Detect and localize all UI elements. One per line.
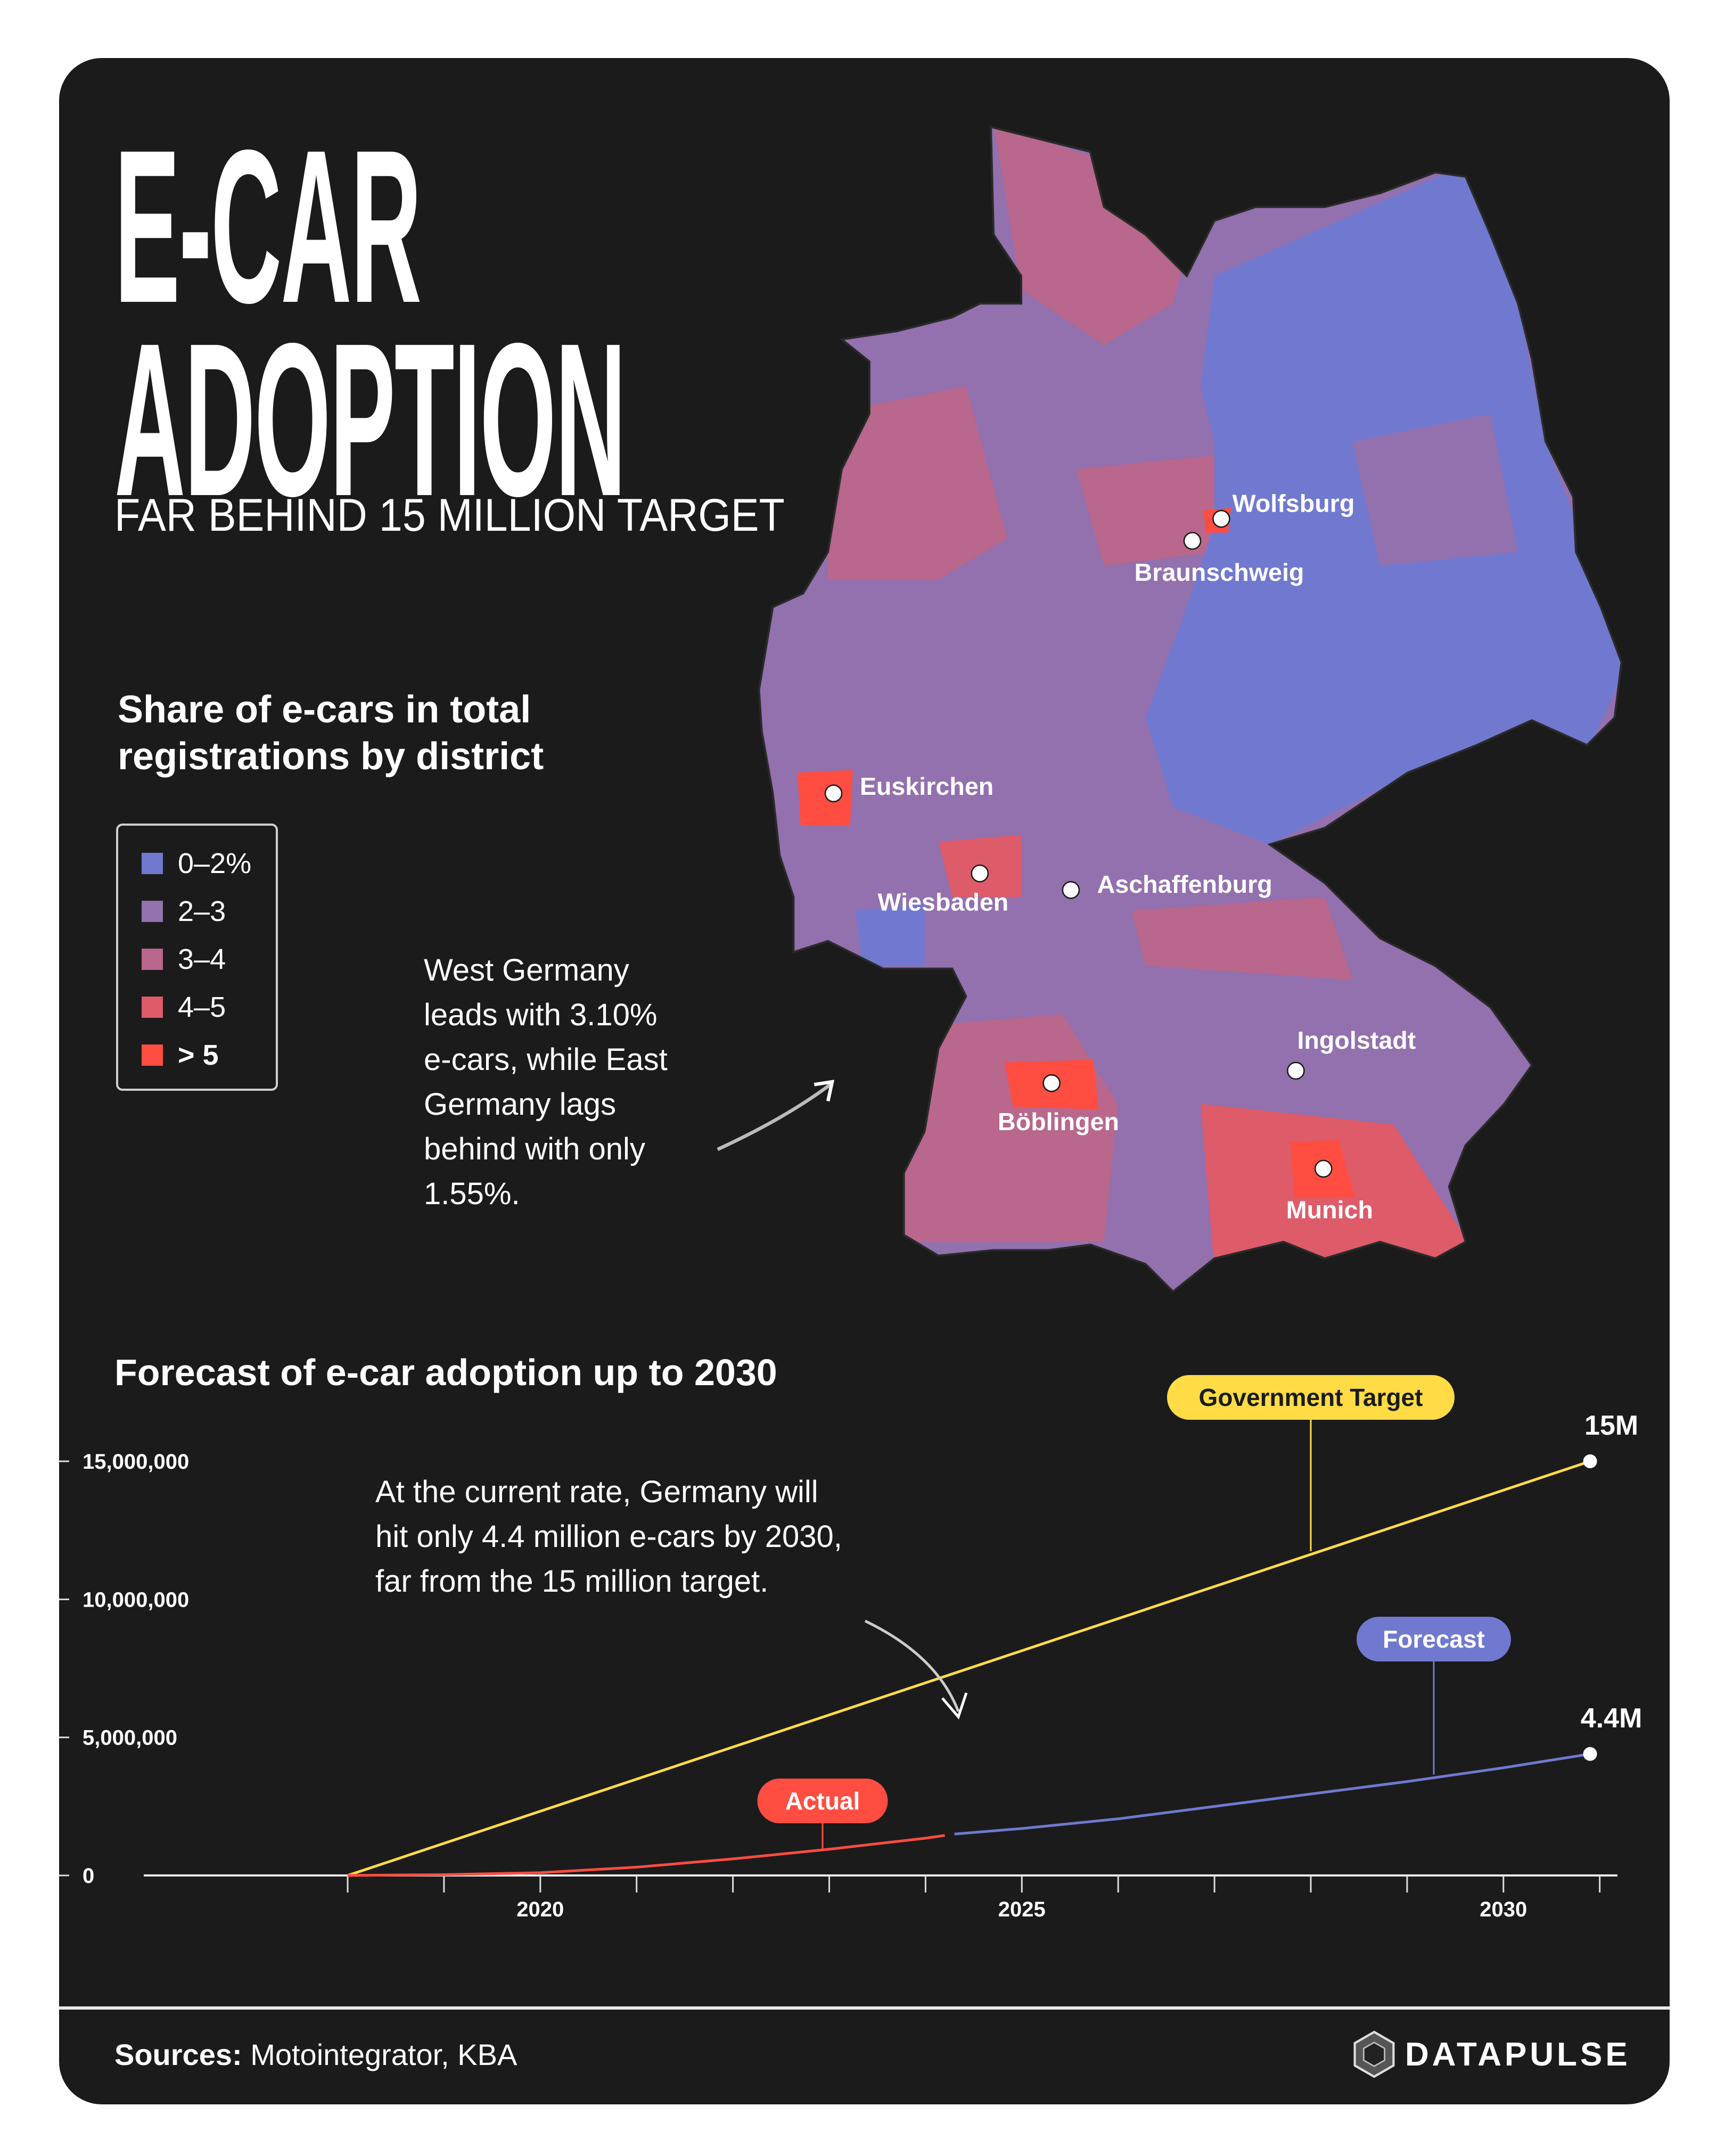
brand-name: DATAPULSE — [1405, 2036, 1631, 2073]
region-over-5-euskirchen — [798, 770, 853, 826]
city-label-ingolstadt: Ingolstadt — [1297, 1026, 1416, 1054]
chart-title: Forecast of e-car adoption up to 2030 — [114, 1352, 777, 1393]
city-dot-munich — [1314, 1159, 1333, 1178]
legend-item: 2–3 — [142, 895, 226, 928]
city-label-braunschweig: Braunschweig — [1135, 558, 1304, 586]
germany-map: Wolfsburg Braunschweig Euskirchen Wiesba… — [717, 126, 1623, 1293]
datapulse-hex-icon — [1353, 2030, 1395, 2078]
region-3-4-northwest — [828, 386, 1008, 580]
arrow-head-icon — [814, 1080, 835, 1102]
government-target-label: Government Target — [1199, 1384, 1423, 1411]
series-line-forecast — [954, 1752, 1591, 1836]
forecast-pill — [1357, 1617, 1511, 1661]
arrow-head-icon — [941, 1692, 968, 1719]
city-dot-wiesbaden — [971, 864, 989, 883]
annotation-arrow — [717, 1082, 833, 1151]
legend-label: 0–2% — [178, 847, 252, 879]
end-label-4-4m: 4.4M — [1581, 1703, 1642, 1734]
x-tick-label: 2025 — [998, 1898, 1046, 1921]
government-target-pill — [1167, 1375, 1455, 1420]
title-line-2: ADOPTION — [114, 298, 626, 541]
city-dot-aschaffenburg — [1062, 880, 1080, 899]
legend-swatch — [142, 997, 163, 1018]
legend-label: 3–4 — [178, 943, 226, 975]
map-title: Share of e-cars in total registrations b… — [118, 686, 544, 780]
note-line: behind with only — [424, 1132, 645, 1166]
brand-logo: DATAPULSE — [1352, 2030, 1631, 2078]
subtitle: FAR BEHIND 15 MILLION TARGET — [114, 490, 785, 541]
region-0-2-west — [856, 903, 925, 966]
forecast-chart: 2020 2025 2030 0 5,000,000 10,000,000 15,000,0… — [59, 1375, 1642, 1921]
legend-swatch — [142, 949, 163, 970]
region-3-4-lower-saxony — [1076, 455, 1214, 566]
footer-divider — [59, 2006, 1670, 2010]
end-point-4-4m — [1583, 1747, 1597, 1761]
city-label-euskirchen: Euskirchen — [860, 772, 993, 800]
legend-swatch — [142, 901, 163, 922]
chart-annotation: At the current rate, Germany will hit on… — [375, 1470, 842, 1604]
annotation-line: At the current rate, Germany will — [375, 1475, 818, 1509]
legend-swatch — [142, 853, 163, 874]
actual-pill — [757, 1779, 888, 1823]
sources-label: Sources: — [114, 2038, 242, 2071]
title-line-1: E-CAR — [114, 104, 422, 348]
infographic-card: E-CAR ADOPTION FAR BEHIND 15 MILLION TAR… — [59, 58, 1670, 2104]
note-line: Germany lags — [424, 1087, 617, 1122]
note-line: leads with 3.10% — [424, 998, 658, 1032]
city-dot-wolfsburg — [1212, 509, 1230, 528]
end-point-15m — [1583, 1454, 1597, 1468]
y-tick-label: 15,000,000 — [83, 1450, 189, 1474]
city-dot-euskirchen — [824, 784, 843, 803]
y-tick-label: 5,000,000 — [83, 1726, 177, 1750]
legend-swatch — [142, 1044, 163, 1066]
map-annotation: West Germany leads with 3.10% e-cars, wh… — [424, 948, 668, 1216]
legend-label: > 5 — [178, 1039, 219, 1071]
forecast-label: Forecast — [1383, 1625, 1485, 1653]
map-legend: 0–2% 2–3 3–4 4–5 > 5 — [116, 824, 278, 1091]
city-dot-braunschweig — [1183, 532, 1202, 550]
city-dot-boeblingen — [1042, 1074, 1061, 1092]
city-label-aschaffenburg: Aschaffenburg — [1097, 870, 1272, 898]
note-line: West Germany — [424, 953, 629, 988]
end-label-15m: 15M — [1584, 1410, 1638, 1441]
city-label-wolfsburg: Wolfsburg — [1233, 490, 1355, 517]
actual-label: Actual — [785, 1787, 860, 1815]
series-line-actual — [347, 1834, 945, 1877]
sources: Sources: Motointegrator, KBA — [114, 2037, 517, 2072]
annotation-line: hit only 4.4 million e-cars by 2030, — [375, 1519, 842, 1554]
legend-item: 4–5 — [142, 991, 226, 1024]
y-tick-label: 10,000,000 — [83, 1588, 189, 1611]
region-3-4-franconia — [1131, 896, 1353, 980]
legend-item: 3–4 — [142, 943, 226, 976]
sources-text: Motointegrator, KBA — [242, 2038, 518, 2071]
legend-item: > 5 — [142, 1039, 219, 1072]
note-line: 1.55%. — [424, 1176, 520, 1211]
map-title-line-1: Share of e-cars in total — [118, 688, 531, 731]
x-tick-label: 2030 — [1480, 1898, 1527, 1921]
city-label-boeblingen: Böblingen — [998, 1108, 1119, 1135]
annotation-line: far from the 15 million target. — [375, 1564, 769, 1599]
legend-label: 2–3 — [178, 895, 226, 927]
city-label-wiesbaden: Wiesbaden — [878, 888, 1009, 916]
legend-label: 4–5 — [178, 991, 226, 1023]
chart-annotation-arrow — [864, 1619, 960, 1712]
region-2-3-east — [1352, 414, 1518, 566]
series-line-government-target — [347, 1460, 1591, 1877]
city-label-munich: Munich — [1286, 1196, 1373, 1224]
legend-item: 0–2% — [142, 847, 251, 880]
map-title-line-2: registrations by district — [118, 735, 544, 778]
y-tick-label: 0 — [83, 1864, 94, 1888]
note-line: e-cars, while East — [424, 1042, 668, 1077]
city-dot-ingolstadt — [1287, 1061, 1305, 1080]
x-tick-label: 2020 — [516, 1898, 564, 1921]
